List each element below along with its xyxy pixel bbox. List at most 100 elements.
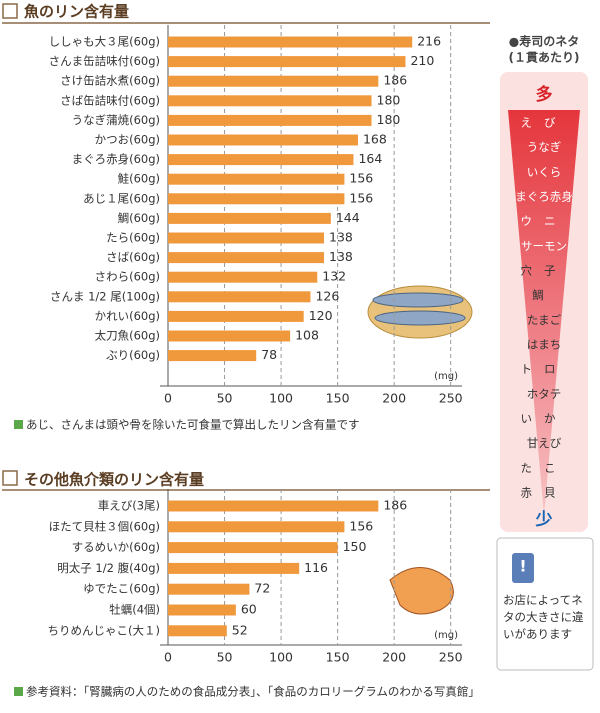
data-label: 78	[261, 347, 277, 362]
y-tick-label: さわら(60g)	[95, 270, 160, 284]
x-tick-label: 200	[382, 391, 406, 406]
sushi-item: はまち	[527, 338, 562, 352]
data-label: 156	[349, 518, 373, 533]
sushi-item: まぐろ赤身	[515, 190, 573, 204]
y-tick-label: 車えび(3尾)	[98, 499, 160, 513]
shrimp	[389, 567, 454, 615]
data-label: 52	[232, 622, 248, 637]
y-tick-label: たら(60g)	[106, 231, 160, 245]
sushi-item: トロ	[521, 362, 568, 376]
sidebar-top: 多	[536, 84, 553, 105]
data-label: 156	[349, 190, 373, 205]
note-bullet	[14, 420, 23, 429]
bar	[168, 330, 291, 342]
y-tick-label: ゆでたこ(60g)	[83, 582, 160, 596]
data-label: 186	[383, 73, 407, 88]
sushi-item: サーモン	[521, 239, 567, 253]
data-label: 120	[309, 308, 333, 323]
bar	[168, 56, 406, 68]
x-tick-label: 150	[326, 650, 350, 665]
data-label: 138	[329, 249, 353, 264]
y-tick-label: 鯛(60g)	[118, 211, 160, 225]
y-tick-label: あじ１尾(60g)	[83, 191, 160, 205]
bar	[168, 583, 250, 595]
sushi-item: 鯛	[532, 288, 556, 302]
bar	[168, 154, 354, 166]
data-label: 72	[254, 581, 270, 596]
bar	[168, 173, 345, 185]
data-label: 150	[343, 539, 367, 554]
data-label: 144	[336, 210, 360, 225]
data-label: 126	[315, 288, 339, 303]
bar	[168, 271, 318, 283]
data-label: 164	[358, 151, 382, 166]
sidebar-subtitle: (１貫あたり)	[509, 51, 580, 65]
x-tick-label: 250	[439, 650, 463, 665]
x-tick-label: 100	[269, 391, 293, 406]
y-tick-label: かれい(60g)	[95, 309, 160, 323]
bar	[168, 212, 331, 224]
x-tick-label: 200	[382, 650, 406, 665]
fish	[374, 310, 466, 326]
y-tick-label: さば(60g)	[106, 250, 160, 264]
data-label: 108	[295, 328, 319, 343]
y-tick-label: さば缶詰味付(60g)	[60, 93, 160, 107]
sushi-item: 甘えび	[527, 436, 562, 450]
x-axis-label: (mg)	[434, 371, 458, 382]
bar	[168, 75, 379, 87]
sidebar-note-box	[496, 537, 594, 671]
footer-bullet	[14, 687, 23, 696]
fish	[372, 292, 464, 308]
data-label: 210	[410, 53, 434, 68]
bar	[168, 36, 413, 48]
bar	[168, 562, 300, 574]
data-label: 116	[304, 560, 328, 575]
data-label: 180	[377, 112, 401, 127]
bar	[168, 134, 358, 146]
footer: 参考資料：「腎臓病の人のための食品成分表」、「食品のカロリーグラムのわかる写真館…	[26, 685, 480, 699]
y-tick-label: 鮭(60g)	[118, 172, 160, 186]
y-tick-label: ほたて貝柱３個(60g)	[49, 519, 160, 533]
bar	[168, 95, 372, 107]
bar	[168, 350, 257, 362]
data-label: 156	[349, 171, 373, 186]
bar	[168, 500, 379, 512]
sushi-item: たまご	[527, 313, 562, 327]
y-tick-label: さけ缶詰水煮(60g)	[60, 74, 160, 88]
y-tick-label: ししゃも大３尾(60g)	[49, 35, 160, 49]
bar	[168, 114, 372, 126]
x-tick-label: 0	[164, 391, 172, 406]
sushi-item: 穴子	[521, 264, 568, 278]
x-tick-label: 150	[326, 391, 350, 406]
data-label: 138	[329, 230, 353, 245]
info-icon	[512, 553, 534, 583]
y-tick-label: うなぎ蒲焼(60g)	[72, 113, 160, 127]
sushi-item: えび	[521, 116, 568, 130]
x-tick-label: 0	[164, 650, 172, 665]
title-icon	[2, 3, 18, 19]
y-tick-label: さんま 1/2 尾(100g)	[50, 289, 160, 303]
y-tick-label: ちりめんじゃこ(大１)	[48, 623, 160, 637]
y-tick-label: 牡蠣(4個)	[109, 603, 160, 617]
data-label: 180	[377, 92, 401, 107]
sushi-item: うなぎ	[527, 140, 562, 154]
sushi-item: たこ	[521, 461, 568, 475]
bar	[168, 604, 236, 616]
bar	[168, 291, 311, 303]
bar	[168, 252, 325, 264]
x-tick-label: 50	[217, 391, 233, 406]
sushi-item: 赤貝	[521, 486, 568, 500]
chart-note: あじ、さんまは頭や骨を除いた可食量で算出したリン含有量です	[26, 418, 360, 432]
y-tick-label: さんま缶詰味付(60g)	[49, 54, 160, 68]
info-icon-mark: !	[519, 557, 526, 576]
bar	[168, 625, 227, 637]
sidebar-gradient	[508, 110, 580, 515]
data-label: 60	[241, 602, 257, 617]
sidebar-title: ●寿司のネタ	[509, 34, 579, 49]
sushi-item: ホタテ	[527, 387, 562, 401]
bar	[168, 193, 345, 205]
bar	[168, 310, 304, 322]
data-label: 168	[363, 132, 387, 147]
bar	[168, 232, 325, 244]
